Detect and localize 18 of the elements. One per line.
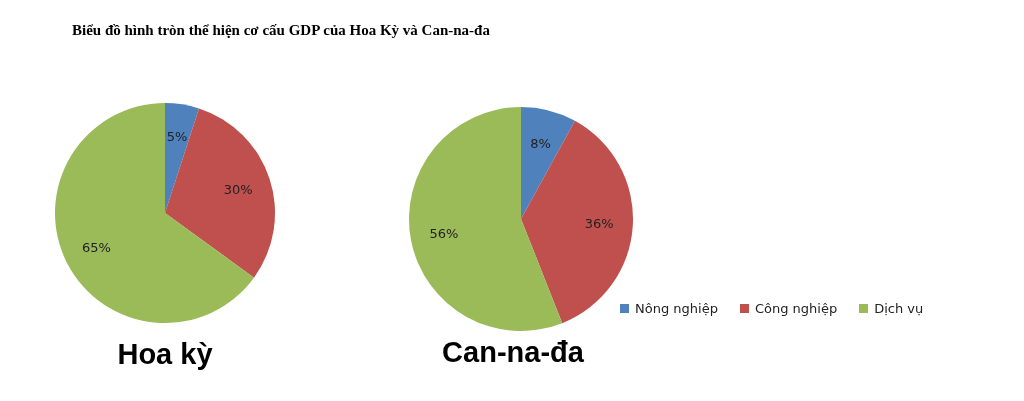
text: Hoa kỳ xyxy=(116,338,214,371)
legend-label: Dịch vụ xyxy=(874,301,924,316)
data-label: 5% xyxy=(166,129,188,145)
legend-label: Công nghiệp xyxy=(754,301,838,316)
data-label: 36% xyxy=(584,216,614,232)
data-label: 56% xyxy=(429,226,459,242)
data-label: 65% xyxy=(81,240,111,256)
pie-slice xyxy=(521,120,633,324)
data-label: 30% xyxy=(223,181,253,197)
text: Can-na-đa xyxy=(441,336,585,369)
pie-slice xyxy=(165,103,199,213)
pie-slice xyxy=(55,103,254,323)
pie-slice xyxy=(521,107,575,219)
data-label: 8% xyxy=(530,135,551,151)
chart-title: Biểu đồ hình tròn thể hiện cơ cấu GDP của Hoa Kỳ và Can-na-đa xyxy=(72,22,490,39)
pie-slice xyxy=(165,108,275,278)
legend-label: Nông nghiệp xyxy=(635,301,718,316)
pie-slice xyxy=(409,107,563,331)
